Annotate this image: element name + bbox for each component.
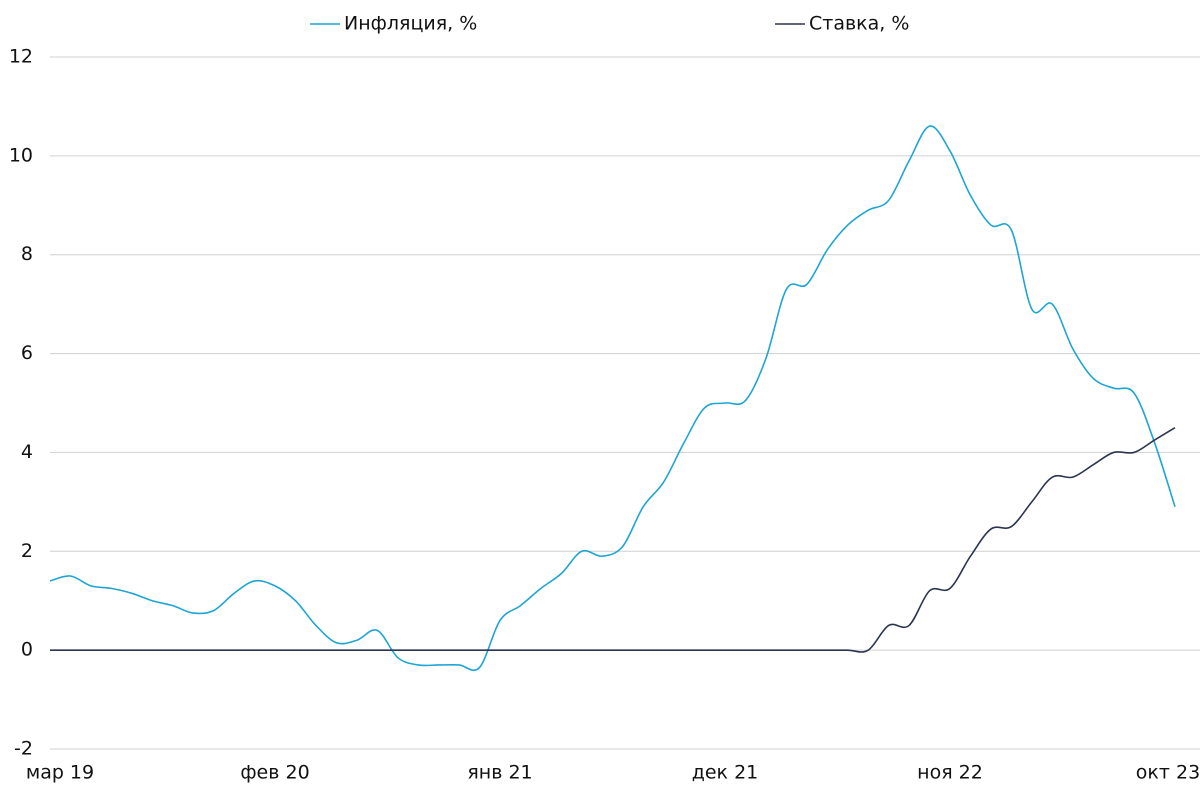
y-tick-label: -2 xyxy=(14,738,33,760)
y-tick-label: 4 xyxy=(21,441,33,463)
legend-label: Ставка, % xyxy=(809,13,909,35)
x-tick-label: окт 23 xyxy=(1136,762,1200,784)
series-line xyxy=(50,427,1176,653)
y-tick-label: 12 xyxy=(9,46,33,68)
x-tick-label: фев 20 xyxy=(240,762,309,784)
y-tick-label: 8 xyxy=(21,243,33,265)
x-tick-label: янв 21 xyxy=(467,762,532,784)
y-tick-label: 0 xyxy=(21,639,33,661)
series-line xyxy=(49,125,1176,672)
legend-label: Инфляция, % xyxy=(344,13,477,35)
y-tick-label: 10 xyxy=(9,144,33,166)
x-tick-label: мар 19 xyxy=(26,762,94,784)
x-tick-label: дек 21 xyxy=(692,762,759,784)
y-tick-label: 2 xyxy=(21,540,33,562)
x-tick-label: ноя 22 xyxy=(917,762,983,784)
y-tick-label: 6 xyxy=(21,342,33,364)
